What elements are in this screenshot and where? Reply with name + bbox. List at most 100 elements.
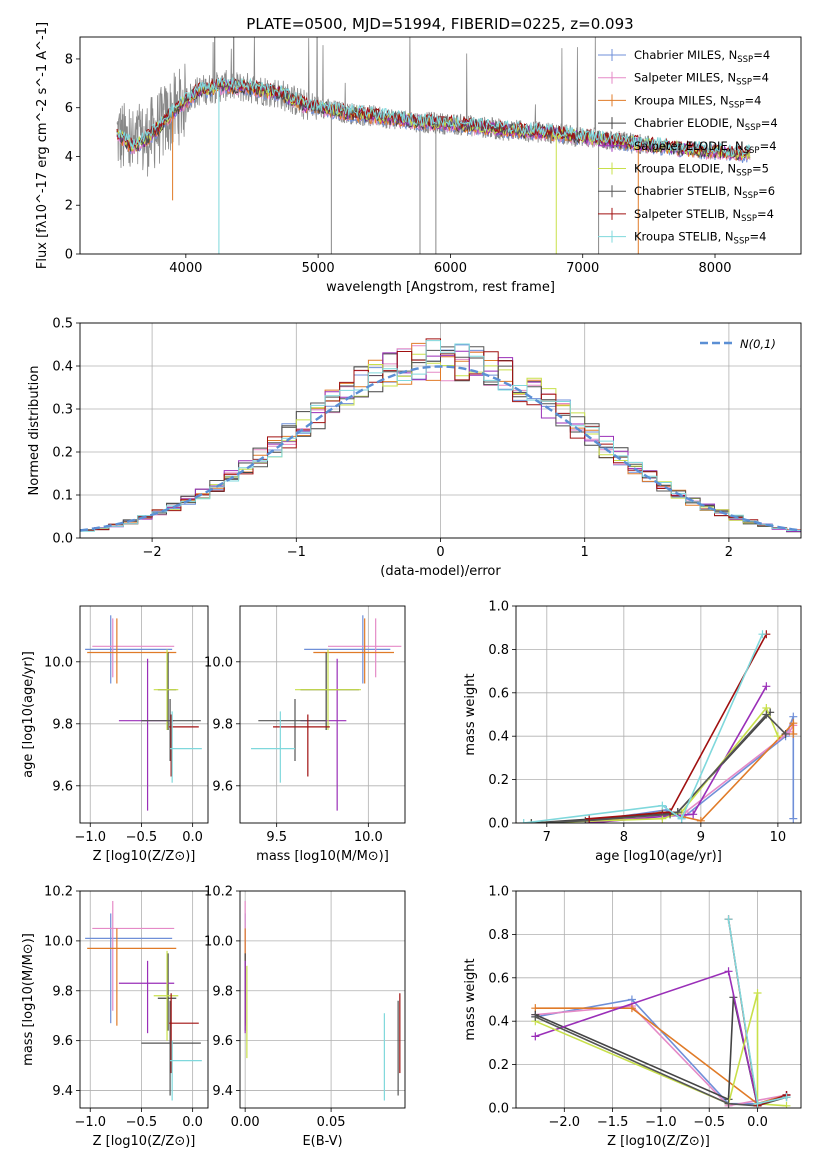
y-tick-label: 0.5: [52, 317, 73, 332]
legend-nssp-value: =4: [761, 116, 778, 130]
plot-area: [85, 615, 202, 811]
x-tick-label: 4000: [169, 261, 202, 276]
y-tick-label: 9.8: [212, 984, 233, 999]
y-axis-label: mass [log10(M/M⊙)]: [21, 933, 36, 1066]
x-tick-label: 1: [581, 545, 589, 560]
x-tick-label: 8000: [698, 261, 731, 276]
legend-nssp-prefix: , N: [713, 93, 729, 107]
plot-area: [80, 338, 801, 533]
plot-area: [85, 900, 202, 1101]
mass-weight-line: [534, 1016, 787, 1107]
x-tick-label: −1: [287, 545, 306, 560]
x-axis-label: Z [log10(Z/Z⊙)]: [607, 1134, 710, 1149]
axes-frame: [239, 890, 406, 1109]
x-tick-label: 7: [543, 830, 551, 845]
y-tick-label: 10.0: [44, 934, 73, 949]
x-axis-label: E(B-V): [302, 1134, 342, 1149]
plus-marker: [531, 1032, 540, 1041]
y-tick-label: 1.0: [488, 885, 509, 900]
plot-area: [116, 37, 751, 254]
x-tick-label: 5000: [302, 261, 335, 276]
legend-nssp-prefix: , N: [720, 162, 736, 176]
y-tick-label: 0.2: [52, 446, 73, 461]
y-axis-label: Flux [fλ10^-17 erg cm^-2 s^-1 A^-1]: [35, 22, 50, 269]
legend-nssp-prefix: , N: [718, 230, 734, 244]
x-tick-label: 0.00: [231, 1115, 260, 1130]
legend-nssp-prefix: , N: [728, 139, 744, 153]
y-tick-label: 0: [65, 248, 73, 263]
legend-nssp-value: =4: [752, 71, 769, 85]
legend-label: Kroupa STELIB, NSSP=4: [634, 230, 766, 247]
y-tick-label: 4: [65, 150, 73, 165]
y-tick-label: 9.8: [212, 717, 233, 732]
plot-area: [519, 630, 798, 823]
legend-model-name: Salpeter MILES: [634, 71, 720, 85]
y-tick-label: 10.0: [204, 655, 233, 670]
legend-nssp-prefix: , N: [725, 207, 741, 221]
histogram-step: [80, 353, 801, 531]
axes-frame: [79, 36, 802, 255]
panel-6: 0.00 0.05 9.4 9.6 9.8 10.0 10.2 E(B-V): [204, 885, 406, 1149]
legend-model-name: Kroupa MILES: [634, 93, 713, 107]
plus-marker: [789, 719, 798, 728]
axes-frame: [79, 605, 209, 824]
y-tick-label: 0.4: [488, 1015, 509, 1030]
y-tick-label: 0.4: [488, 730, 509, 745]
y-tick-label: 0.0: [488, 817, 509, 832]
plus-marker: [527, 819, 536, 823]
mass-weight-line: [535, 1007, 787, 1105]
y-tick-label: 9.4: [52, 1084, 73, 1099]
legend-nssp-value: =4: [749, 230, 766, 244]
y-tick-label: 10.0: [44, 655, 73, 670]
panel-0: 4000 5000 6000 7000 8000 0 2 4 6 8 wavelength [Ang…: [35, 22, 802, 295]
y-tick-label: 10.2: [44, 885, 73, 900]
spectrum-title: PLATE=0500, MJD=51994, FIBERID=0225, z=0…: [246, 15, 633, 33]
y-tick-label: 0.8: [488, 643, 509, 658]
legend-nssp-subscript: SSP: [742, 191, 758, 201]
legend-nssp-value: =4: [760, 139, 777, 153]
plus-marker: [519, 819, 528, 823]
x-axis-label: wavelength [Angstrom, rest frame]: [326, 280, 555, 295]
x-tick-label: 0.0: [182, 830, 203, 845]
y-axis-label: age [log10(age/yr)]: [21, 651, 36, 778]
plus-marker: [782, 1093, 791, 1102]
panel-2: −1.0 −0.5 0.0 9.6 9.8 10.0 Z [log10(Z/Z⊙)] age …: [21, 605, 209, 864]
plus-marker: [724, 915, 733, 924]
y-tick-label: 9.8: [52, 717, 73, 732]
panel-5: −1.0 −0.5 0.0 9.4 9.6 9.8 10.0 10.2 Z [log10(Z/Z…: [21, 885, 209, 1149]
y-tick-label: 9.6: [212, 1034, 233, 1049]
axes-frame: [515, 605, 802, 824]
y-tick-label: 0.4: [52, 360, 73, 375]
x-tick-label: −1.5: [597, 1115, 629, 1130]
legend-label: Chabrier STELIB, NSSP=6: [634, 184, 775, 201]
y-tick-label: 0.8: [488, 928, 509, 943]
plus-marker: [724, 1099, 733, 1108]
legend-label: Salpeter STELIB, NSSP=4: [634, 207, 774, 224]
x-tick-label: 0.0: [182, 1115, 203, 1130]
y-tick-label: 10.0: [204, 934, 233, 949]
plus-marker: [724, 967, 733, 976]
legend-nssp-prefix: , N: [729, 116, 745, 130]
x-tick-label: 0: [436, 545, 444, 560]
legend-nssp-value: =4: [757, 207, 774, 221]
mass-weight-line: [534, 997, 759, 1106]
legend-model-name: Kroupa STELIB: [634, 230, 718, 244]
y-tick-label: 0.6: [488, 971, 509, 986]
legend-nssp-subscript: SSP: [737, 55, 753, 65]
x-axis-label: age [log10(age/yr)]: [595, 849, 722, 864]
legend-nssp-prefix: , N: [721, 48, 737, 62]
y-tick-label: 0.0: [488, 1102, 509, 1117]
panel-7: −2.0 −1.5 −1.0 −0.5 0.0 0.0 0.2 0.4 0.6 0.8 1.0 Z […: [463, 885, 802, 1149]
legend-nssp-subscript: SSP: [729, 100, 745, 110]
y-tick-label: 0.0: [52, 532, 73, 547]
plot-area: [531, 915, 791, 1108]
legend-nssp-value: =4: [753, 48, 770, 62]
legend-nssp-value: =6: [758, 184, 775, 198]
y-axis-label: mass weight: [463, 958, 478, 1040]
legend-label: Chabrier MILES, NSSP=4: [634, 48, 770, 65]
panel-4: 7 8 9 10 0.0 0.2 0.4 0.6 0.8 1.0 age [log10(age/yr…: [463, 600, 802, 864]
mass-weight-line: [523, 633, 764, 823]
x-tick-label: −2.0: [549, 1115, 581, 1130]
plus-marker: [753, 988, 762, 997]
